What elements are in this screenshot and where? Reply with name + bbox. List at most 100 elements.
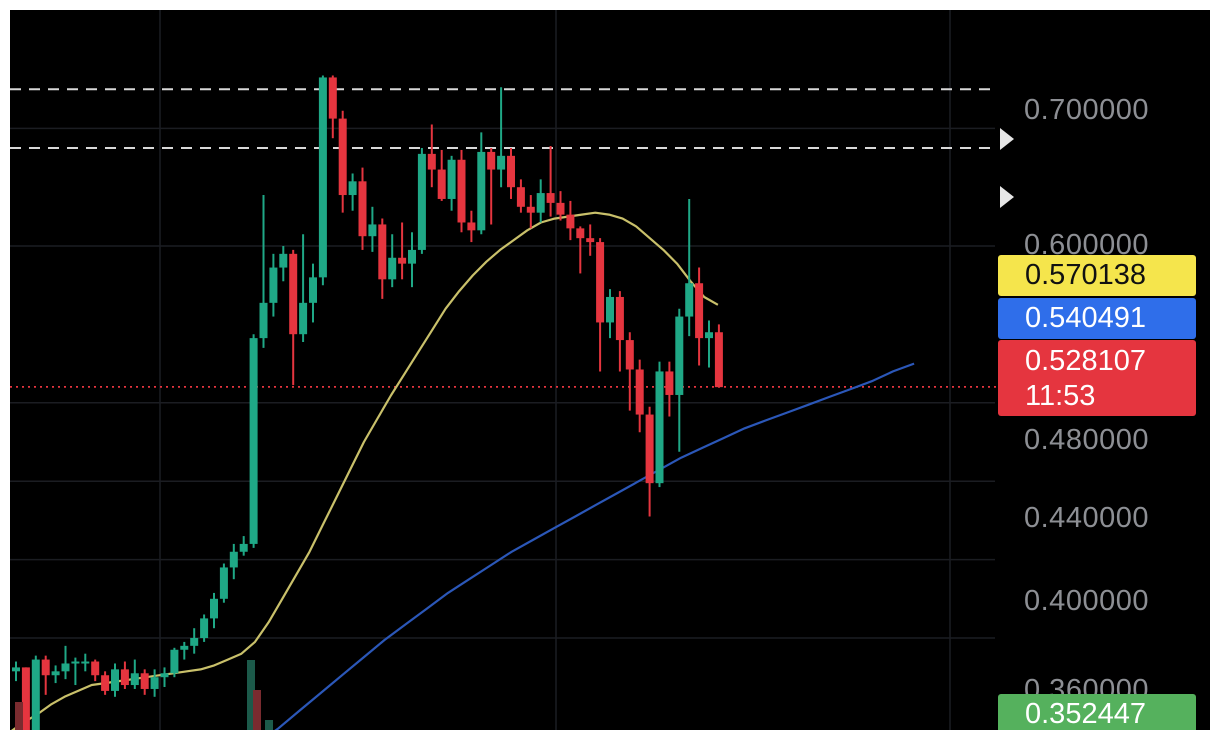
candle-down xyxy=(41,655,50,695)
candle-body xyxy=(685,283,694,317)
candle-down xyxy=(328,75,337,139)
candle-up xyxy=(536,179,545,223)
candle-up xyxy=(497,87,506,188)
candle-body xyxy=(398,257,407,264)
candle-up xyxy=(81,653,90,672)
candle-body xyxy=(655,371,664,484)
candle-body xyxy=(358,181,367,237)
candle-down xyxy=(358,167,367,250)
candle-up xyxy=(71,657,80,686)
candle-up xyxy=(150,669,159,697)
candle-body xyxy=(516,187,525,207)
last-price-tag: 0.528107 11:53 xyxy=(998,340,1196,416)
candle-up xyxy=(388,234,397,288)
candle-up xyxy=(229,543,238,580)
candle-up xyxy=(51,665,60,684)
candle-body xyxy=(388,257,397,280)
candle-body xyxy=(487,151,496,170)
chart-area[interactable]: 0.700000 0.600000 0.480000 0.440000 0.40… xyxy=(10,10,1210,730)
candle-body xyxy=(111,669,119,691)
candle-down xyxy=(546,146,555,217)
candle-up xyxy=(180,641,189,660)
y-tick-label: 0.700000 xyxy=(1024,94,1149,126)
candle-down xyxy=(487,148,496,225)
candle-body xyxy=(229,551,238,568)
candle-body xyxy=(368,224,377,237)
candle-down xyxy=(615,291,624,372)
candle-body xyxy=(507,155,515,188)
candle-body xyxy=(21,667,30,730)
candle-down xyxy=(695,267,704,366)
candle-body xyxy=(71,661,80,664)
level-marker-icon[interactable] xyxy=(1000,186,1014,208)
volume-bar xyxy=(247,660,255,730)
candle-body xyxy=(437,169,446,199)
green-ma-value-tag: 0.352447 xyxy=(998,694,1196,730)
candlestick-chart[interactable] xyxy=(10,10,1210,730)
candle-body xyxy=(219,567,228,599)
candle-up xyxy=(417,148,426,254)
candle-body xyxy=(606,296,614,323)
volume-bar xyxy=(15,702,23,730)
candle-down xyxy=(378,218,387,299)
candle-down xyxy=(427,124,436,188)
candle-body xyxy=(259,302,268,339)
candle-body xyxy=(457,159,466,223)
candle-body xyxy=(130,673,139,686)
yellow-ma-value-tag: 0.570138 xyxy=(998,255,1196,296)
candle-up xyxy=(31,655,40,730)
blue-ma-value-tag: 0.540491 xyxy=(998,298,1196,339)
candle-body xyxy=(556,202,565,215)
candle-down xyxy=(338,110,347,213)
candle-countdown: 11:53 xyxy=(1025,380,1096,412)
candle-down xyxy=(507,148,515,199)
candle-up xyxy=(190,628,199,654)
candle-body xyxy=(526,206,535,213)
candle-down xyxy=(635,359,644,433)
candle-up xyxy=(170,647,179,678)
candle-body xyxy=(645,414,654,484)
candle-body xyxy=(427,153,436,170)
candle-body xyxy=(210,598,218,619)
candle-up xyxy=(259,195,268,348)
candle-body xyxy=(61,663,70,672)
candle-up xyxy=(309,263,317,323)
grid-lines xyxy=(10,10,995,730)
candle-body xyxy=(447,159,456,199)
candle-body xyxy=(150,677,159,689)
candle-up xyxy=(130,659,139,689)
candle-body xyxy=(289,253,298,335)
candle-body xyxy=(615,296,624,341)
candle-body xyxy=(249,338,258,544)
candle-up xyxy=(210,592,218,629)
candle-body xyxy=(309,277,317,303)
candle-up xyxy=(655,361,664,488)
candle-down xyxy=(645,406,654,517)
candle-up xyxy=(111,663,119,697)
candle-down xyxy=(556,191,565,221)
candle-up xyxy=(269,253,278,317)
candle-body xyxy=(497,155,506,170)
candle-up xyxy=(675,308,684,452)
candle-body xyxy=(477,151,486,231)
candle-body xyxy=(51,671,60,676)
candle-body xyxy=(675,316,684,395)
candle-down xyxy=(566,200,575,241)
candle-up xyxy=(318,75,327,286)
candle-up xyxy=(348,173,357,211)
candle-body xyxy=(408,249,416,264)
candle-body xyxy=(239,543,248,552)
candle-body xyxy=(417,153,426,250)
candle-body xyxy=(546,193,555,203)
candle-down xyxy=(516,179,525,213)
candle-body xyxy=(586,238,595,243)
candle-body xyxy=(596,242,605,323)
candle-body xyxy=(566,214,575,229)
level-marker-icon[interactable] xyxy=(1000,128,1014,150)
candle-down xyxy=(526,195,535,229)
candle-up xyxy=(249,334,258,548)
candle-up xyxy=(279,246,288,282)
candle-body xyxy=(31,659,40,730)
candle-down xyxy=(714,324,723,388)
candle-body xyxy=(41,659,50,676)
